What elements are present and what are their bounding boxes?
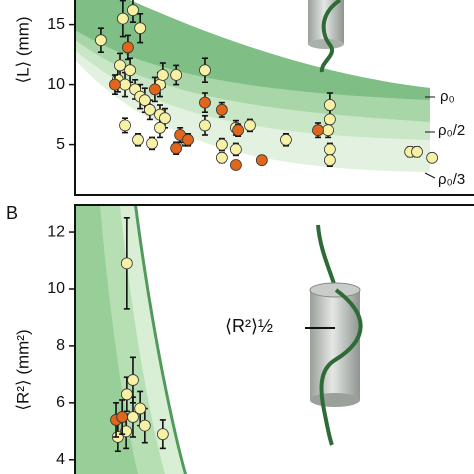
y-tick-label: 4 xyxy=(56,451,65,468)
curve-label: ρ₀/3 xyxy=(438,171,465,188)
y-tick-label: 5 xyxy=(56,136,65,153)
point xyxy=(230,159,242,171)
cylinder-illustration-b xyxy=(305,224,363,446)
point xyxy=(170,69,183,81)
point xyxy=(156,69,169,81)
point xyxy=(255,154,268,167)
point xyxy=(323,113,336,126)
point xyxy=(122,41,134,54)
point xyxy=(156,428,169,441)
point xyxy=(95,34,107,47)
y-axis-label: ⟨R²⟩ (mm²) xyxy=(13,329,32,410)
curve-label: ρ₀/2 xyxy=(438,122,465,139)
y-tick-label: 12 xyxy=(47,223,65,240)
curve-label: ρ₀ xyxy=(440,88,455,105)
point xyxy=(280,133,292,146)
axes-frame xyxy=(74,0,474,474)
y-axis-label: ⟨L⟩ (mm) xyxy=(13,16,32,83)
point xyxy=(230,143,242,156)
point xyxy=(312,124,324,137)
point xyxy=(132,133,144,146)
y-tick-label: 8 xyxy=(56,337,65,354)
point xyxy=(182,133,194,146)
point xyxy=(199,119,211,132)
point xyxy=(143,103,156,116)
point xyxy=(323,99,336,111)
point xyxy=(323,154,336,167)
point xyxy=(215,103,228,116)
cylinder-illustration xyxy=(308,0,344,73)
point xyxy=(127,4,139,17)
point xyxy=(109,78,121,91)
point xyxy=(116,411,129,423)
point xyxy=(146,137,158,150)
curve-label-ticks xyxy=(424,96,436,179)
point xyxy=(411,145,423,158)
annotation: ⟨R²⟩½ xyxy=(225,316,273,336)
point xyxy=(154,121,166,134)
y-tick-label: 15 xyxy=(47,16,65,33)
point xyxy=(119,78,131,91)
point xyxy=(199,64,211,77)
point xyxy=(134,402,147,415)
point xyxy=(138,94,151,107)
y-tick-label: 10 xyxy=(47,280,65,297)
y-tick-label: 10 xyxy=(47,76,65,93)
model-bands xyxy=(75,0,430,172)
point xyxy=(426,151,439,164)
point xyxy=(116,12,129,25)
y-tick-label: 6 xyxy=(56,394,65,411)
point xyxy=(138,419,151,432)
point xyxy=(127,374,139,386)
point xyxy=(170,142,183,155)
point xyxy=(323,143,336,156)
point xyxy=(149,83,161,96)
point xyxy=(159,112,171,125)
point xyxy=(244,119,256,132)
point xyxy=(215,151,228,164)
point xyxy=(120,388,133,401)
point xyxy=(134,22,147,35)
point xyxy=(124,64,136,77)
point xyxy=(199,96,211,109)
point xyxy=(119,119,131,132)
point xyxy=(322,124,334,137)
point xyxy=(114,59,126,72)
point xyxy=(232,124,244,137)
point xyxy=(127,411,139,423)
point xyxy=(120,257,133,270)
point xyxy=(215,138,228,151)
panel-label: B xyxy=(6,203,18,223)
